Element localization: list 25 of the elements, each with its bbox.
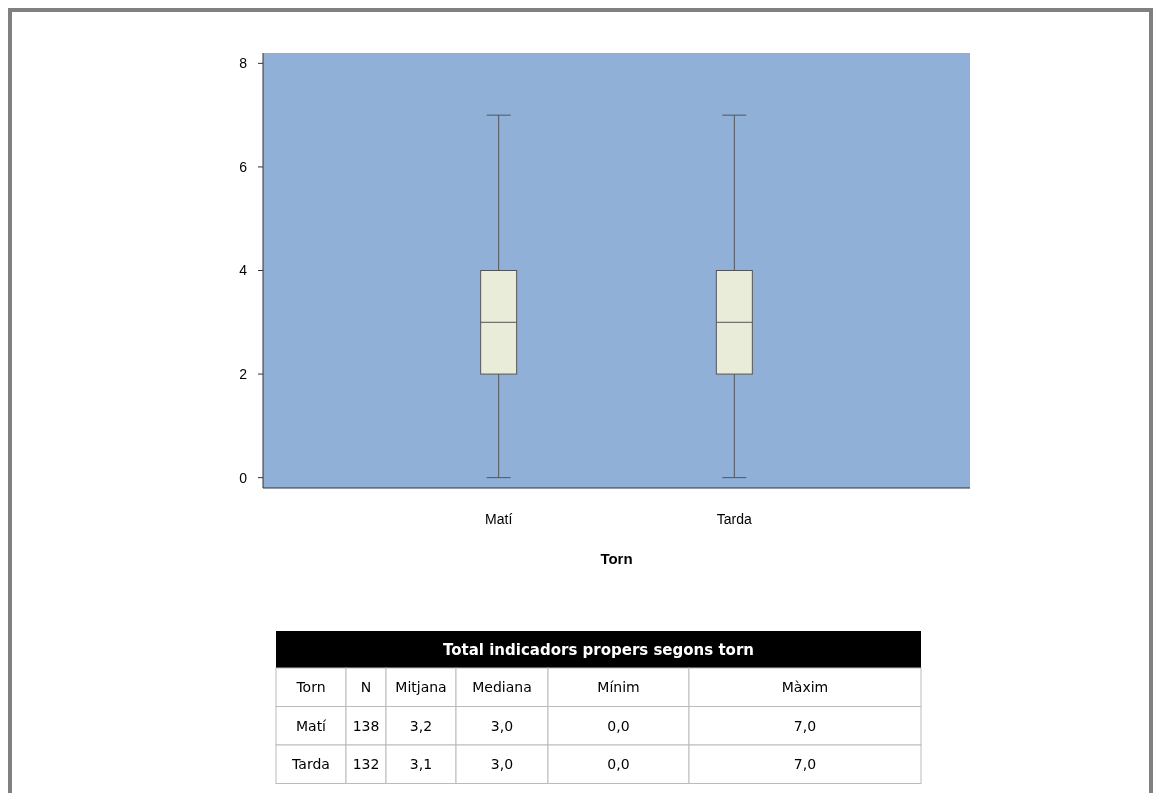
text: 3,0 <box>490 717 514 734</box>
text: 138 <box>352 717 380 734</box>
category-label: Mínim <box>597 679 640 696</box>
text: 0,0 <box>607 717 630 734</box>
text: 3,2 <box>409 717 433 734</box>
text: 132 <box>352 756 380 773</box>
y-tick-label: 6 <box>239 158 248 175</box>
category-label: Mediana <box>472 679 532 696</box>
y-tick-label: 4 <box>239 262 248 279</box>
text: 3,1 <box>409 756 433 773</box>
text: Matí <box>295 717 327 734</box>
text: 0,0 <box>607 756 630 773</box>
text: 7,0 <box>793 756 817 773</box>
text: Tarda <box>292 756 330 773</box>
y-tick-label: 2 <box>239 365 248 382</box>
category-label: N <box>360 679 372 696</box>
x-axis-title: Torn <box>600 550 633 567</box>
text: Total indicadors propers segons torn <box>443 640 754 659</box>
category-label: Mitjana <box>395 679 447 696</box>
category-label: Màxim <box>781 679 829 696</box>
text: 3,0 <box>490 756 514 773</box>
y-tick-label: 0 <box>239 469 248 486</box>
text: 7,0 <box>793 717 817 734</box>
y-tick-label: 8 <box>239 55 248 72</box>
category-label: Torn <box>295 679 326 696</box>
